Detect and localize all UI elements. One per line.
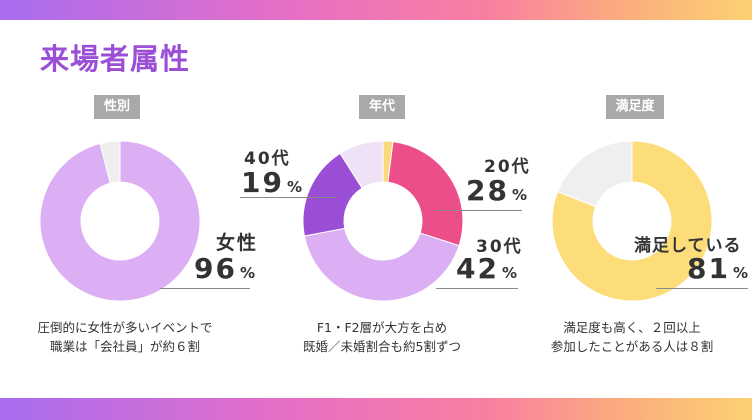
caption-age-line-1: F1・F2層が大方を占め [316,320,448,335]
label-satisfied-text: 満足している [634,236,742,256]
label-satisfied-value: 81% [687,252,748,285]
caption-gender-line-2: 職業は「会社員」が約６割 [49,339,200,354]
20s-percent-value: 28 [466,174,509,207]
caption-gender: 圧倒的に女性が多いイベントで 職業は「会社員」が約６割 [10,318,240,356]
donut-1-slice-1 [387,141,464,247]
label-female-value: 96% [194,252,255,285]
caption-satisfaction-line-2: 参加したことがある人は８割 [550,339,714,354]
tag-satisfaction: 満足度 [606,95,664,119]
label-40s-text: 40代 [244,149,291,169]
bottom-gradient-band [0,398,752,420]
donut-1-slice-4 [339,140,384,189]
30s-percent-unit: % [501,264,517,282]
caption-age: F1・F2層が大方を占め 既婚／未婚割合も約5割ずつ [267,318,497,356]
caption-age-line-2: 既婚／未婚割合も約5割ずつ [303,339,461,354]
label-30s-text: 30代 [476,237,523,257]
label-20s-value: 28% [466,174,527,207]
satisfied-percent-unit: % [732,264,748,282]
20s-underline [436,210,522,211]
label-20s-text: 20代 [484,157,531,177]
donut-2-slice-0 [551,140,713,302]
label-40s-value: 19% [241,166,302,199]
20s-percent-unit: % [511,186,527,204]
label-female-text: 女性 [216,232,259,254]
40s-percent-unit: % [286,178,302,196]
caption-satisfaction-line-1: 満足度も高く、２回以上 [563,320,701,335]
tag-age: 年代 [359,95,405,119]
female-underline [160,288,250,289]
30s-percent-value: 42 [456,252,499,285]
caption-gender-line-1: 圧倒的に女性が多いイベントで [37,320,213,335]
female-percent-value: 96 [194,252,237,285]
age-donut [302,140,464,302]
gender-donut [39,140,201,302]
donut-1-slice-2 [303,227,460,302]
40s-percent-value: 19 [241,166,284,199]
page-title: 来場者属性 [40,42,191,76]
donut-0-slice-1 [99,140,121,184]
caption-satisfaction: 満足度も高く、２回以上 参加したことがある人は８割 [517,318,747,356]
label-30s-value: 42% [456,252,517,285]
tag-gender: 性別 [94,95,140,119]
donut-2-slice-1 [556,140,633,208]
satisfied-percent-value: 81 [687,252,730,285]
30s-underline [436,288,518,289]
40s-underline [240,197,335,198]
top-gradient-band [0,0,752,20]
female-percent-unit: % [239,264,255,282]
satisfaction-donut [551,140,713,302]
donut-0-slice-0 [39,140,201,302]
satisfied-underline [656,288,748,289]
